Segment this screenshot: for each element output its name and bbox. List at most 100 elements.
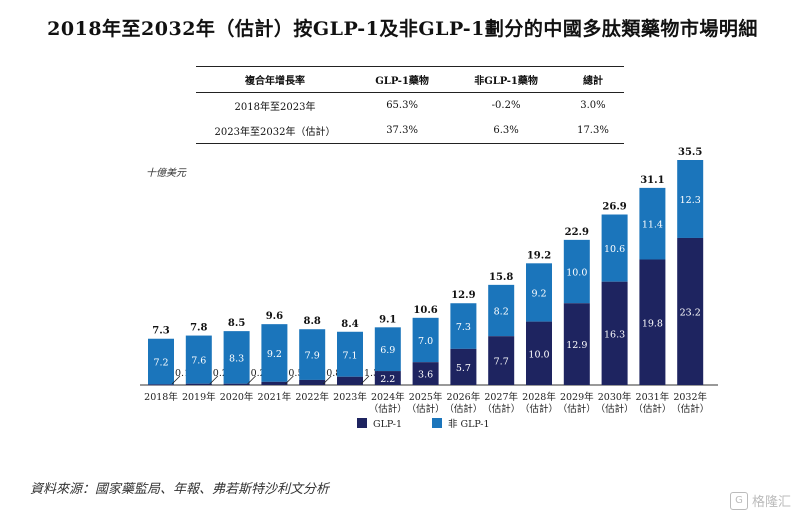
leader-line	[360, 375, 370, 385]
data-label-glp1: 0.2	[213, 368, 228, 379]
x-tick-label: 2020年	[220, 391, 254, 403]
x-tick-label: （估計）	[369, 403, 407, 415]
x-tick-label: （估計）	[596, 403, 634, 415]
total-label: 8.5	[228, 318, 245, 329]
total-label: 7.8	[190, 323, 207, 334]
x-tick-label: 2027年	[484, 391, 518, 403]
data-label-glp1: 0.2	[251, 368, 266, 379]
cagr-cell: 2023年至2032年（估計）	[196, 118, 354, 144]
x-tick-label: 2028年	[522, 391, 556, 403]
bar-non-glp1	[677, 160, 704, 238]
cagr-header-row: 複合年增長率 GLP-1藥物 非GLP-1藥物 總計	[196, 66, 624, 93]
data-label-glp1: 0.1	[175, 368, 190, 379]
cagr-cell: 37.3%	[354, 118, 451, 144]
bar-non-glp1	[261, 324, 288, 382]
x-tick-label: （估計）	[482, 403, 520, 415]
data-label-glp1: 12.9	[566, 340, 587, 351]
x-tick-label: 2024年	[371, 391, 405, 403]
bar-non-glp1	[412, 317, 439, 363]
data-label-non-glp1: 8.2	[494, 307, 509, 318]
data-label-non-glp1: 9.2	[531, 288, 546, 299]
cagr-cell: 65.3%	[386, 100, 418, 111]
legend-swatch-glp1	[357, 418, 367, 428]
leader-line	[209, 375, 219, 385]
bar-non-glp1	[526, 263, 552, 322]
logo-icon: G	[729, 491, 748, 510]
x-tick-label: 2025年	[409, 391, 443, 403]
data-label-glp1: 3.6	[418, 370, 433, 381]
cagr-header: GLP-1藥物	[354, 66, 451, 93]
cagr-cell: -0.2%	[491, 100, 521, 111]
x-tick-label: （估計）	[671, 403, 709, 415]
data-label-glp1: 7.7	[494, 357, 509, 368]
leader-line	[322, 375, 332, 385]
total-label: 10.6	[413, 305, 437, 316]
x-tick-label: 2018年	[144, 391, 178, 403]
cagr-cell: 6.3%	[450, 118, 562, 144]
total-label: 8.4	[341, 319, 358, 330]
legend-swatch-non-glp1	[432, 418, 442, 428]
x-tick-label: 2032年	[673, 391, 707, 403]
total-label: 35.5	[678, 147, 702, 158]
total-label: 9.6	[266, 311, 283, 322]
data-label-non-glp1: 9.2	[267, 349, 282, 360]
cagr-header: 複合年增長率	[196, 66, 354, 93]
bar-glp1	[148, 384, 174, 386]
bar-non-glp1	[601, 214, 628, 282]
stacked-bar-chart: 十億美元7.20.17.32018年7.60.27.82019年8.30.28.…	[140, 147, 718, 430]
data-label-non-glp1: 7.3	[456, 322, 471, 333]
cagr-table: 複合年增長率 GLP-1藥物 非GLP-1藥物 總計 2018年至2023年 6…	[196, 66, 624, 144]
bar-glp1	[337, 376, 363, 385]
bar-glp1	[677, 237, 704, 385]
chart-title: 2018年至2032年（估計）按GLP-1及非GLP-1劃分的中國多肽類藥物市場…	[47, 18, 758, 40]
legend-label-glp1: GLP-1	[373, 419, 402, 430]
bar-non-glp1	[185, 335, 212, 384]
bar-non-glp1	[299, 329, 326, 380]
cagr-header: 非GLP-1藥物	[450, 66, 562, 93]
legend-label-non-glp1: 非 GLP-1	[448, 418, 490, 430]
bar-non-glp1	[563, 239, 590, 304]
source-note: 資料來源：國家藥監局、年報、弗若斯特沙利文分析	[30, 482, 330, 497]
total-label: 15.8	[489, 272, 513, 283]
data-label-non-glp1: 7.6	[191, 356, 206, 367]
cagr-cell: 17.3%	[561, 118, 624, 144]
total-label: 8.8	[303, 316, 320, 327]
watermark: G 格隆汇	[729, 491, 791, 510]
bar-glp1	[488, 336, 515, 385]
bar-non-glp1	[148, 338, 174, 385]
data-label-non-glp1: 8.3	[229, 353, 244, 364]
data-label-glp1: 1.3	[364, 368, 379, 379]
x-tick-label: （估計）	[407, 403, 445, 415]
bar-glp1	[563, 303, 590, 385]
bar-non-glp1	[374, 327, 401, 372]
data-label-non-glp1: 7.9	[305, 351, 320, 362]
x-tick-label: （估計）	[444, 403, 482, 415]
data-label-glp1: 0.5	[288, 368, 303, 379]
x-tick-label: 2022年	[295, 391, 329, 403]
leader-line	[171, 375, 181, 385]
bar-glp1	[526, 321, 552, 385]
bar-glp1	[223, 383, 250, 385]
total-label: 19.2	[527, 250, 551, 261]
x-tick-label: （估計）	[520, 403, 558, 415]
cagr-cell: 2018年至2023年	[234, 102, 316, 113]
bar-glp1	[450, 348, 477, 385]
watermark-text: 格隆汇	[751, 495, 791, 510]
bar-glp1	[299, 379, 326, 385]
data-label-non-glp1: 12.3	[680, 195, 701, 206]
bar-glp1	[261, 381, 288, 385]
total-label: 22.9	[565, 227, 589, 238]
bar-glp1	[601, 281, 628, 385]
bar-glp1	[639, 259, 666, 385]
bar-non-glp1	[450, 303, 477, 349]
data-label-glp1: 16.3	[604, 329, 625, 340]
total-label: 26.9	[602, 202, 626, 213]
x-tick-label: （估計）	[558, 403, 596, 415]
bar-glp1	[374, 371, 401, 385]
data-label-non-glp1: 10.0	[566, 268, 587, 279]
data-label-glp1: 0.8	[326, 368, 341, 379]
bar-glp1	[412, 362, 439, 385]
data-label-glp1: 5.7	[456, 363, 471, 374]
x-tick-label: （估計）	[633, 403, 671, 415]
bar-non-glp1	[639, 187, 666, 260]
